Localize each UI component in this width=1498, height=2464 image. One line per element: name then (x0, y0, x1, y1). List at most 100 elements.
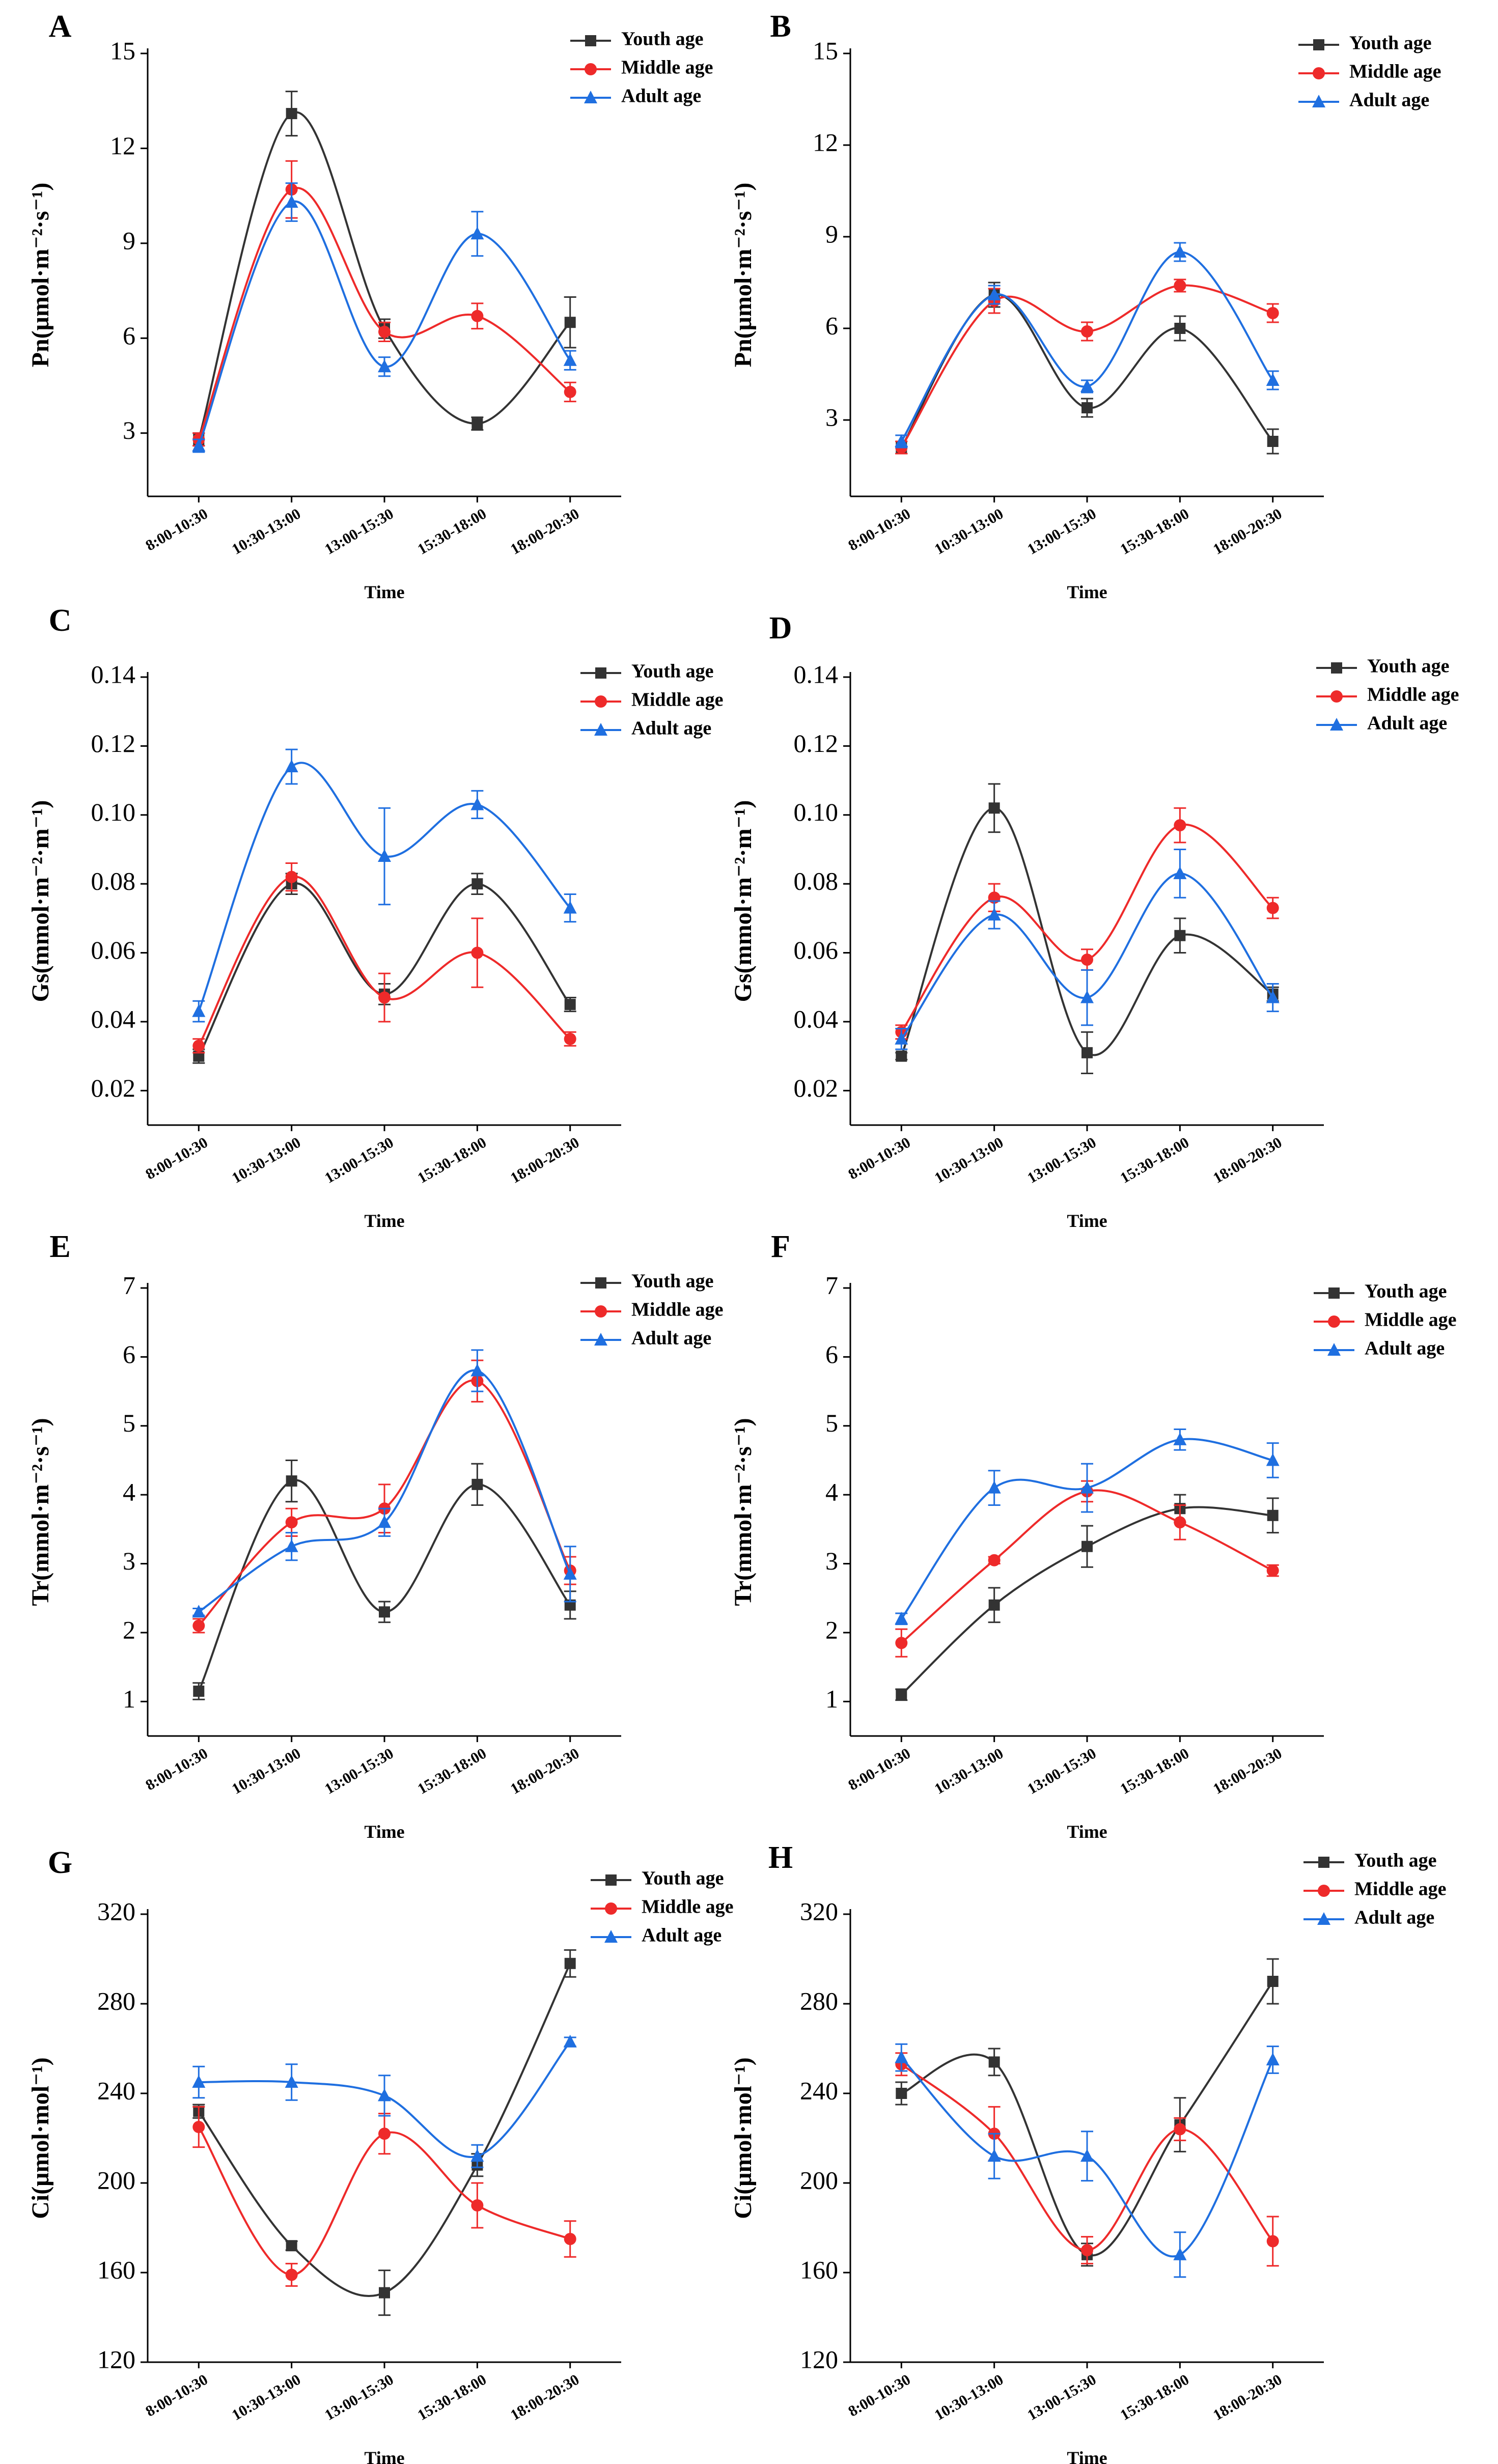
data-point (988, 2056, 1000, 2068)
y-tick-label: 6 (123, 321, 135, 350)
y-tick-label: 240 (97, 2076, 135, 2105)
panel-letter: D (769, 611, 792, 646)
legend-marker (604, 1930, 618, 1943)
panel-letter: H (768, 1840, 793, 1875)
legend-marker (595, 695, 607, 708)
series-middle-age (192, 862, 576, 1054)
x-axis-title: Time (364, 1211, 404, 1231)
legend-label: Adult age (642, 1925, 722, 1946)
series-middle-age (192, 2106, 576, 2287)
legend-marker (1331, 662, 1342, 674)
y-tick-label: 3 (825, 403, 838, 431)
data-point (896, 2088, 907, 2099)
series-middle-age (192, 160, 576, 447)
panel-letter: F (771, 1229, 790, 1264)
data-point (471, 310, 484, 322)
legend-marker (1318, 1857, 1329, 1868)
x-axis-title: Time (1067, 582, 1107, 602)
y-tick-label: 0.06 (91, 936, 136, 964)
series-line (198, 876, 571, 1047)
data-point (1266, 373, 1280, 386)
y-tick-label: 5 (825, 1409, 838, 1437)
series-line (198, 187, 571, 440)
data-point (470, 797, 484, 810)
legend-label: Adult age (631, 1328, 711, 1349)
legend-label: Adult age (1365, 1338, 1445, 1359)
data-point (192, 1040, 205, 1052)
panel-letter: E (49, 1229, 70, 1264)
legend-marker (605, 1874, 617, 1886)
y-tick-label: 6 (825, 1340, 838, 1368)
legend-label: Adult age (1367, 713, 1447, 734)
data-point (564, 1032, 576, 1045)
data-point (1080, 990, 1094, 1003)
series-line (198, 200, 571, 446)
legend: Youth age Middle age Adult age (570, 29, 713, 107)
data-point (1081, 1047, 1093, 1058)
legend: Youth age Middle age Adult age (1316, 656, 1459, 734)
data-point (1173, 2247, 1187, 2260)
legend-label: Middle age (621, 57, 713, 78)
data-point (895, 1637, 908, 1649)
legend-label: Youth age (1365, 1281, 1447, 1302)
x-axis-title: Time (364, 2448, 404, 2464)
data-point (987, 1480, 1001, 1494)
data-point (378, 991, 391, 1004)
legend-label: Middle age (1367, 684, 1459, 706)
legend-marker (594, 1333, 607, 1346)
legend-label: Middle age (1349, 61, 1441, 82)
y-axis-title: Pn(μmol·m⁻²·s⁻¹) (730, 183, 757, 368)
legend-label: Youth age (642, 1868, 724, 1889)
y-tick-label: 160 (97, 2255, 135, 2284)
data-point (1174, 930, 1186, 941)
data-point (1174, 323, 1186, 334)
y-axis-title: Gs(mmol·m⁻²·m⁻¹) (730, 800, 757, 1002)
y-axis-title: Ci(μmol·mol⁻¹) (730, 2057, 757, 2219)
legend-marker (1313, 67, 1325, 79)
data-point (1081, 2244, 1093, 2256)
series-adult-age (192, 748, 577, 1023)
y-tick-label: 2 (123, 1615, 135, 1644)
y-tick-label: 0.12 (91, 729, 136, 758)
legend-marker (1317, 1912, 1330, 1925)
y-axis-title: Pn(μmol·m⁻²·s⁻¹) (27, 183, 54, 368)
legend-marker (1328, 1315, 1340, 1328)
data-point (895, 2050, 908, 2063)
y-tick-label: 0.10 (794, 798, 839, 826)
y-tick-label: 0.02 (794, 1074, 839, 1102)
y-tick-label: 7 (825, 1271, 838, 1299)
series-adult-age (192, 2034, 577, 2168)
legend-marker (594, 723, 607, 736)
series-adult-age (895, 1429, 1280, 1626)
y-tick-label: 320 (97, 1897, 135, 1925)
y-tick-label: 4 (123, 1478, 135, 1506)
series-adult-age (192, 182, 577, 453)
data-point (1173, 866, 1187, 879)
data-point (895, 434, 908, 447)
legend-label: Youth age (631, 661, 714, 682)
data-point (564, 317, 576, 328)
legend-label: Youth age (631, 1271, 714, 1292)
data-point (286, 1475, 297, 1487)
series-youth-age (895, 1494, 1279, 1701)
panel-letter: G (48, 1845, 72, 1880)
series-adult-age (895, 242, 1280, 449)
y-tick-label: 5 (123, 1409, 135, 1437)
data-point (471, 946, 484, 959)
data-point (471, 2199, 484, 2211)
y-tick-label: 6 (123, 1340, 135, 1368)
data-point (1081, 325, 1093, 338)
y-tick-label: 3 (825, 1547, 838, 1575)
legend-label: Middle age (631, 1299, 723, 1321)
y-tick-label: 15 (110, 36, 135, 65)
series-line (900, 284, 1273, 449)
y-tick-label: 0.08 (91, 867, 136, 895)
legend-label: Adult age (1349, 90, 1429, 111)
legend-marker (1313, 39, 1324, 50)
data-point (564, 2233, 576, 2245)
legend-marker (1330, 718, 1343, 731)
series-middle-age (895, 2052, 1279, 2267)
data-point (192, 1619, 205, 1632)
data-point (1174, 279, 1186, 292)
legend-marker (584, 91, 597, 103)
